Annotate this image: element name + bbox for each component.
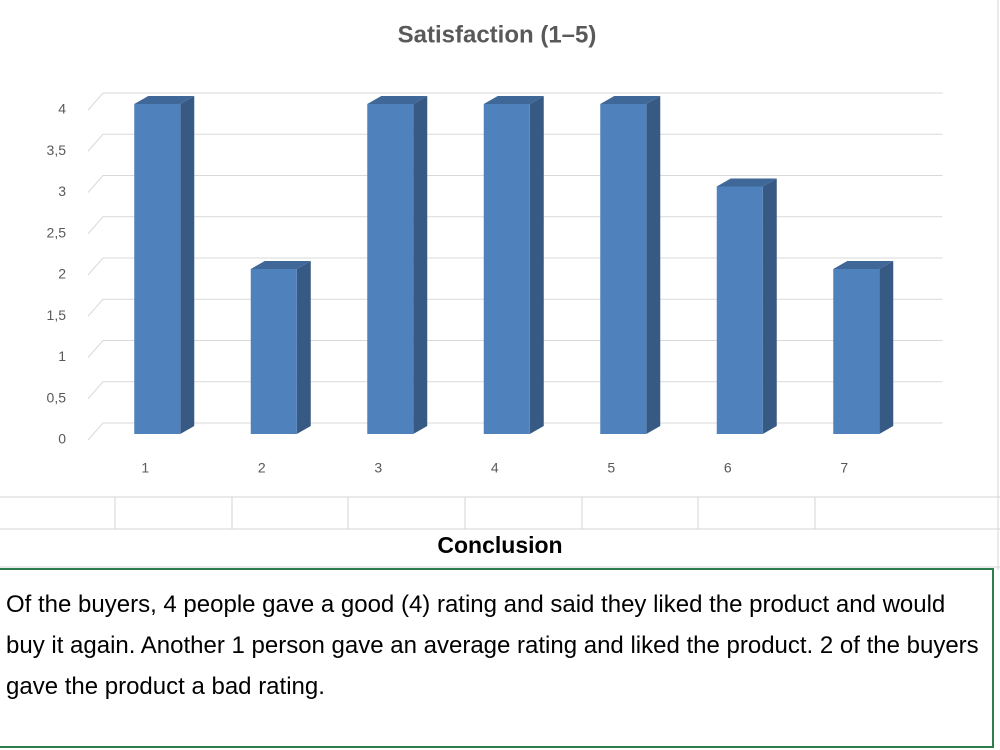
chart-title: Satisfaction (1–5) [398, 21, 597, 48]
y-tick-label: 2,5 [47, 224, 67, 240]
x-tick-label: 5 [607, 460, 615, 476]
bar-side [180, 96, 195, 434]
bar-front [833, 269, 880, 434]
y-tick-label: 3,5 [47, 142, 67, 158]
bar-front [367, 104, 414, 434]
grid-line [87, 381, 943, 400]
x-tick-label: 3 [374, 460, 382, 476]
bar-front [250, 269, 297, 434]
grid-line [87, 92, 943, 111]
bar-front [600, 104, 647, 434]
bar-side [646, 96, 661, 434]
bar-side [296, 261, 311, 434]
x-tick-label: 6 [724, 460, 732, 476]
bar-top [716, 178, 777, 187]
conclusion-text: Of the buyers, 4 people gave a good (4) … [0, 568, 994, 748]
grid-line [87, 133, 943, 152]
bar-front [483, 104, 530, 434]
grid-line [87, 216, 943, 235]
x-tick-label: 4 [491, 460, 499, 476]
x-tick-label: 7 [840, 460, 848, 476]
bar-front [716, 186, 763, 434]
grid-line [87, 422, 943, 441]
grid-line [87, 175, 943, 193]
x-tick-label: 1 [141, 460, 149, 476]
y-tick-label: 1 [58, 348, 66, 364]
bar [600, 96, 661, 434]
grid-line [87, 340, 943, 358]
y-tick-label: 0,5 [47, 389, 67, 405]
bar-top [250, 261, 311, 269]
y-tick-label: 3 [58, 183, 66, 199]
sheet-grid [0, 0, 1000, 570]
y-tick-label: 0 [58, 431, 66, 447]
bar-top [600, 96, 661, 104]
chart: Satisfaction (1–5) 0 0,5 1 1,5 2 2,5 3 3,5 4 1 2 3 4… [0, 0, 1000, 570]
bar-top [367, 96, 428, 104]
y-tick-label: 1,5 [47, 307, 67, 323]
bar [833, 261, 894, 434]
bar-top [134, 96, 195, 104]
bar-side [879, 261, 894, 434]
conclusion-heading: Conclusion [437, 532, 563, 558]
bar-front [134, 104, 181, 434]
grid-line [87, 257, 943, 276]
grid-line [87, 298, 943, 317]
bar-side [762, 178, 777, 434]
bar [716, 178, 777, 434]
bar-top [483, 96, 544, 104]
bar [134, 96, 195, 434]
bar [367, 96, 428, 434]
bar-side [413, 96, 428, 434]
bar-side [529, 96, 544, 434]
x-tick-label: 2 [258, 460, 266, 476]
bar-top [833, 261, 894, 269]
bar [483, 96, 544, 434]
y-tick-label: 2 [58, 266, 66, 282]
y-tick-label: 4 [58, 101, 66, 117]
bar [250, 261, 311, 434]
